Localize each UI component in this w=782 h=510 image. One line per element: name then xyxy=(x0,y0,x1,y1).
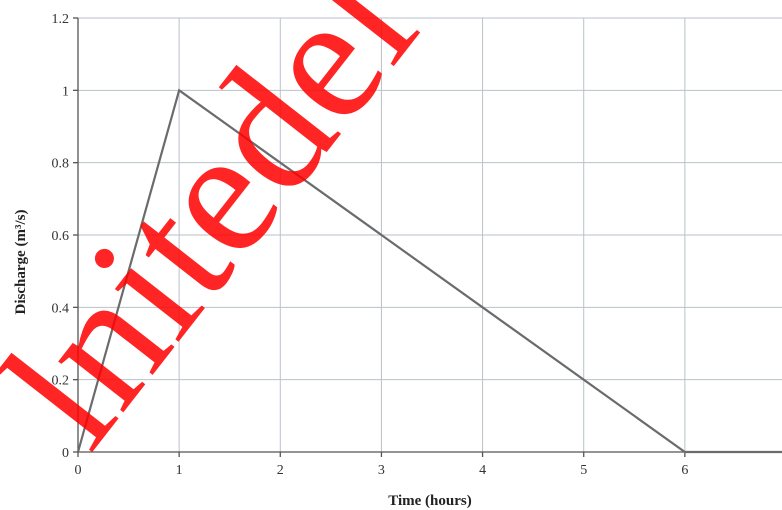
x-tick-label-5: 5 xyxy=(580,463,587,478)
x-axis-title: Time (hours) xyxy=(388,493,471,509)
x-tick-label-2: 2 xyxy=(277,463,284,478)
x-tick-label-0: 0 xyxy=(75,463,82,478)
y-tick-label-2: 0.4 xyxy=(52,301,70,316)
series-line-0 xyxy=(76,88,782,454)
y-tick-label-5: 1 xyxy=(62,84,69,99)
y-tick-label-3: 0.6 xyxy=(52,229,70,244)
y-tick-label-1: 0.2 xyxy=(52,374,70,389)
y-axis-title: Discharge (m³/s) xyxy=(13,210,29,315)
x-tick-label-4: 4 xyxy=(479,463,486,478)
y-tick-labels: 0 0.2 0.4 0.6 0.8 1 1.2 xyxy=(52,12,70,461)
x-tick-label-6: 6 xyxy=(681,463,688,478)
x-tick-label-3: 3 xyxy=(378,463,385,478)
series-group xyxy=(76,88,782,454)
y-tick-label-6: 1.2 xyxy=(52,12,70,27)
axes xyxy=(73,17,782,457)
x-tick-label-1: 1 xyxy=(176,463,183,478)
x-tick-labels: 01234567 xyxy=(75,463,689,478)
y-tick-label-4: 0.8 xyxy=(52,157,70,172)
y-tick-label-0: 0 xyxy=(62,446,69,461)
